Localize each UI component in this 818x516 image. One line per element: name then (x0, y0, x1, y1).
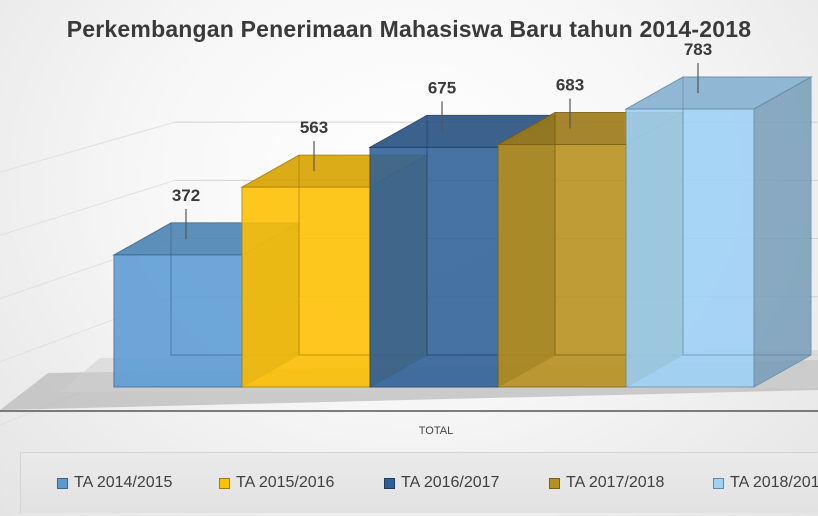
legend-swatch (384, 477, 395, 489)
legend-label: TA 2016/2017 (401, 474, 500, 491)
legend: TA 2014/2015 TA 2015/2016 TA 2016/2017 TA 2… (20, 452, 818, 513)
legend-label: TA 2017/2018 (566, 474, 665, 491)
legend-label: TA 2014/2015 (74, 474, 173, 491)
gridline (0, 121, 176, 173)
x-axis-category-label: TOTAL (418, 425, 454, 437)
bar (624, 76, 813, 388)
legend-item: TA 2015/2016 (219, 473, 334, 493)
chart-title: Perkembangan Penerimaan Mahasiswa Baru t… (66, 16, 752, 42)
data-label: 372 (172, 186, 200, 205)
data-labels: 372 563 675 683 783 (172, 40, 712, 239)
data-label: 683 (556, 76, 584, 95)
bar-front-face (625, 108, 755, 388)
bar-front-face (369, 146, 499, 388)
bar-front-face (497, 144, 627, 388)
gridline (0, 179, 176, 236)
plot-area: 372 563 675 683 783 (0, 40, 818, 426)
bar-front-face (241, 186, 371, 388)
data-label: 675 (428, 78, 456, 97)
legend-item: TA 2018/2019 (713, 473, 818, 493)
legend-item: TA 2016/2017 (384, 473, 499, 493)
bar-front-face (113, 254, 243, 388)
legend-item: TA 2014/2015 (57, 473, 172, 493)
legend-item: TA 2017/2018 (549, 473, 664, 493)
legend-label: TA 2018/2019 (730, 474, 818, 491)
bar-side-face (753, 76, 812, 388)
data-label: 783 (684, 40, 712, 59)
legend-swatch (219, 477, 230, 489)
legend-label: TA 2015/2016 (236, 474, 335, 491)
legend-swatch (713, 477, 724, 489)
bar-inner-edge (682, 77, 811, 356)
legend-swatch (549, 477, 560, 489)
bars (112, 76, 813, 388)
data-label: 563 (300, 118, 328, 137)
legend-swatch (57, 477, 68, 489)
